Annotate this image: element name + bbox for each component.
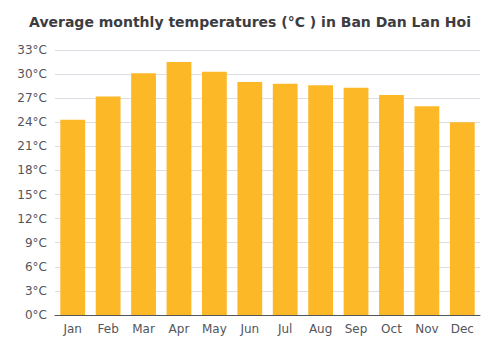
svg-text:Aug: Aug — [309, 322, 332, 336]
svg-text:33°C: 33°C — [17, 43, 47, 57]
svg-text:Dec: Dec — [451, 322, 474, 336]
svg-text:21°C: 21°C — [17, 139, 47, 153]
svg-text:15°C: 15°C — [17, 188, 47, 202]
svg-text:Jan: Jan — [62, 322, 82, 336]
svg-text:Mar: Mar — [132, 322, 155, 336]
svg-text:Feb: Feb — [98, 322, 119, 336]
svg-text:0°C: 0°C — [25, 308, 47, 322]
svg-text:Sep: Sep — [345, 322, 368, 336]
svg-text:Apr: Apr — [169, 322, 190, 336]
svg-text:Jul: Jul — [277, 322, 292, 336]
svg-text:12°C: 12°C — [17, 212, 47, 226]
svg-text:24°C: 24°C — [17, 115, 47, 129]
svg-text:May: May — [202, 322, 227, 336]
svg-text:18°C: 18°C — [17, 163, 47, 177]
svg-text:3°C: 3°C — [25, 284, 47, 298]
svg-text:6°C: 6°C — [25, 260, 47, 274]
svg-text:Nov: Nov — [415, 322, 438, 336]
svg-text:Jun: Jun — [239, 322, 259, 336]
svg-text:9°C: 9°C — [25, 236, 47, 250]
svg-text:27°C: 27°C — [17, 91, 47, 105]
svg-text:30°C: 30°C — [17, 67, 47, 81]
svg-text:Average monthly temperatures (: Average monthly temperatures (°C ) in Ba… — [29, 14, 471, 30]
svg-text:Oct: Oct — [381, 322, 402, 336]
